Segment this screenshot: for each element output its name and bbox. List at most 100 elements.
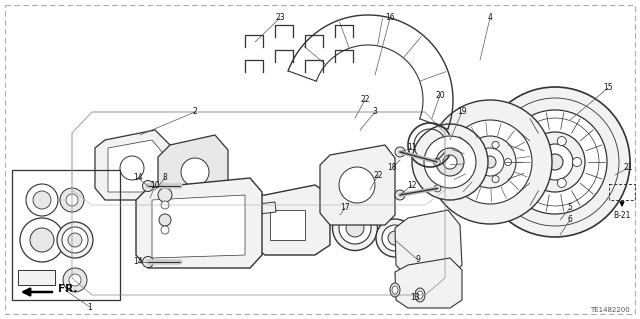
- Circle shape: [532, 170, 541, 179]
- Ellipse shape: [417, 291, 423, 299]
- Polygon shape: [320, 145, 395, 225]
- Ellipse shape: [223, 194, 237, 216]
- Circle shape: [436, 148, 464, 176]
- Polygon shape: [108, 140, 162, 192]
- Circle shape: [26, 184, 58, 216]
- Text: 20: 20: [435, 91, 445, 100]
- Circle shape: [537, 144, 573, 180]
- Circle shape: [69, 274, 81, 286]
- Circle shape: [448, 120, 532, 204]
- Polygon shape: [18, 270, 55, 285]
- Text: 14: 14: [133, 257, 143, 266]
- Circle shape: [412, 124, 488, 200]
- Polygon shape: [158, 135, 228, 208]
- Text: B-21: B-21: [613, 211, 630, 219]
- Text: 13: 13: [410, 293, 420, 302]
- Circle shape: [159, 214, 171, 226]
- Text: FR.: FR.: [58, 284, 77, 294]
- Circle shape: [573, 158, 582, 167]
- Circle shape: [532, 145, 541, 153]
- Circle shape: [503, 110, 607, 214]
- Circle shape: [434, 185, 441, 192]
- Text: 3: 3: [372, 108, 378, 116]
- Text: 4: 4: [488, 13, 492, 23]
- Text: 22: 22: [360, 95, 370, 105]
- Circle shape: [472, 169, 479, 176]
- Circle shape: [476, 148, 504, 176]
- Circle shape: [484, 156, 496, 168]
- Circle shape: [158, 188, 172, 202]
- Circle shape: [395, 190, 405, 200]
- Circle shape: [63, 268, 87, 292]
- Text: 8: 8: [163, 174, 168, 182]
- Ellipse shape: [392, 286, 398, 294]
- Circle shape: [433, 158, 440, 165]
- Circle shape: [557, 178, 566, 188]
- Circle shape: [472, 148, 479, 155]
- Polygon shape: [136, 178, 262, 268]
- Ellipse shape: [382, 225, 408, 251]
- Text: 10: 10: [150, 182, 160, 190]
- Circle shape: [339, 167, 375, 203]
- Ellipse shape: [415, 238, 435, 258]
- Text: 21: 21: [623, 164, 633, 173]
- Text: 2: 2: [193, 108, 197, 116]
- Ellipse shape: [188, 189, 202, 211]
- Text: 1: 1: [88, 302, 92, 311]
- Text: 11: 11: [407, 144, 417, 152]
- Circle shape: [525, 132, 585, 192]
- Circle shape: [443, 155, 457, 169]
- Circle shape: [464, 136, 516, 188]
- Circle shape: [492, 141, 499, 148]
- Ellipse shape: [208, 204, 222, 226]
- Text: 15: 15: [603, 84, 613, 93]
- Text: 12: 12: [407, 181, 417, 189]
- Ellipse shape: [346, 219, 364, 237]
- Circle shape: [33, 191, 51, 209]
- Polygon shape: [152, 195, 245, 258]
- Ellipse shape: [388, 231, 402, 245]
- Circle shape: [60, 188, 84, 212]
- Circle shape: [492, 176, 499, 182]
- Polygon shape: [395, 210, 462, 278]
- Ellipse shape: [191, 193, 199, 207]
- Text: 5: 5: [568, 204, 572, 212]
- Text: 14: 14: [133, 174, 143, 182]
- Circle shape: [428, 100, 552, 224]
- Polygon shape: [95, 130, 170, 200]
- Text: 19: 19: [457, 108, 467, 116]
- Circle shape: [143, 256, 154, 268]
- Polygon shape: [250, 185, 330, 255]
- Text: 22: 22: [373, 170, 383, 180]
- Text: TE1482200: TE1482200: [590, 307, 630, 313]
- Circle shape: [557, 137, 566, 145]
- Circle shape: [66, 194, 78, 206]
- Circle shape: [120, 156, 144, 180]
- Text: 16: 16: [385, 13, 395, 23]
- Circle shape: [20, 218, 64, 262]
- Ellipse shape: [415, 288, 425, 302]
- Text: 18: 18: [387, 164, 397, 173]
- Circle shape: [547, 154, 563, 170]
- Circle shape: [424, 136, 476, 188]
- Ellipse shape: [339, 212, 371, 244]
- Circle shape: [181, 158, 209, 186]
- Circle shape: [30, 228, 54, 252]
- Ellipse shape: [62, 227, 88, 253]
- Polygon shape: [270, 210, 305, 240]
- Polygon shape: [395, 258, 462, 308]
- Circle shape: [161, 226, 169, 234]
- Circle shape: [161, 201, 169, 209]
- Text: 6: 6: [568, 216, 572, 225]
- Circle shape: [480, 87, 630, 237]
- Ellipse shape: [68, 233, 82, 247]
- Ellipse shape: [376, 219, 414, 257]
- Circle shape: [143, 181, 154, 191]
- Ellipse shape: [390, 283, 400, 297]
- Ellipse shape: [57, 222, 93, 258]
- Circle shape: [395, 147, 405, 157]
- Ellipse shape: [226, 198, 234, 212]
- Ellipse shape: [333, 205, 378, 250]
- Text: 9: 9: [415, 256, 420, 264]
- Ellipse shape: [410, 233, 440, 263]
